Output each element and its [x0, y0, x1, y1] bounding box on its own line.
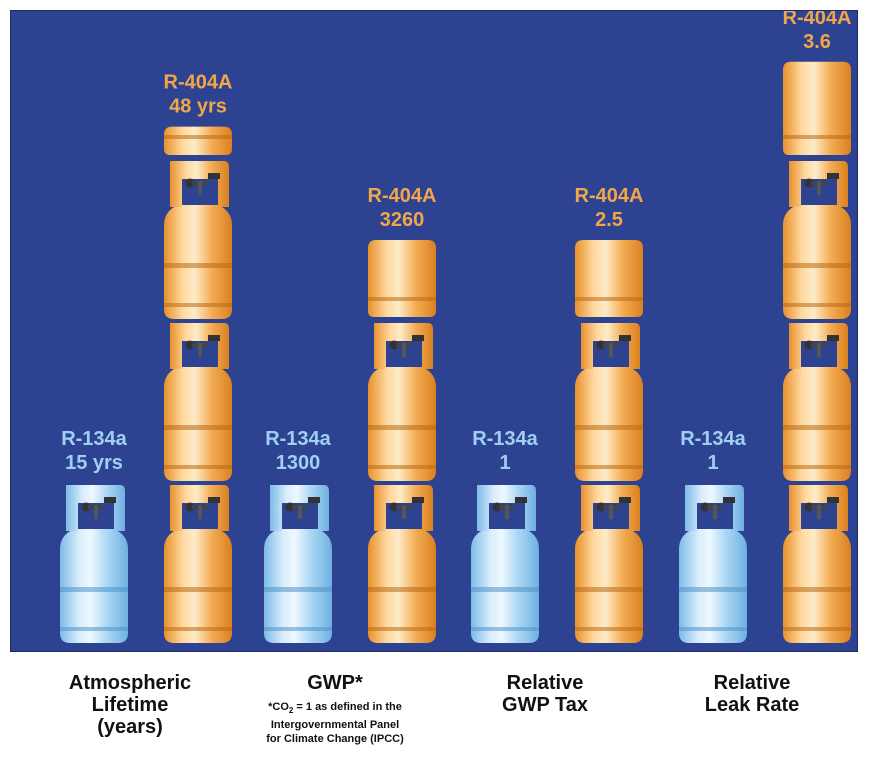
tank-r-404a-2-1 [575, 323, 643, 481]
tank-r-134a-1-0 [264, 485, 332, 643]
tank-r-404a-1-0 [368, 485, 436, 643]
data-value-label: 3.6 [803, 31, 831, 53]
tank-partial-r-404a-1 [368, 240, 436, 317]
tank-r-404a-2-0 [575, 485, 643, 643]
data-value-label: 48 yrs [169, 96, 227, 118]
category-label-lifetime: Atmospheric Lifetime (years) [68, 672, 192, 738]
data-value-label: 1 [707, 452, 718, 474]
series-name-label: R-134a [680, 428, 746, 450]
tank-r-134a-0-0 [60, 485, 128, 643]
category-label-gwp-tax: Relative GWP Tax [502, 672, 588, 716]
category-label-gwp: GWP* [307, 672, 363, 694]
data-value-label: 3260 [380, 209, 425, 231]
tank-r-404a-3-0 [783, 485, 851, 643]
chart-panel: R-134a 15 yrs R-134a 1300 R-134a 1 R-134a 1 R-40… [10, 10, 858, 652]
category-label-leak-rate: Relative Leak Rate [704, 672, 800, 716]
data-value-label: 2.5 [595, 209, 623, 231]
data-value-label: 15 yrs [65, 452, 123, 474]
tank-r-134a-3-0 [679, 485, 747, 643]
series-name-label: R-404A [575, 185, 644, 207]
tank-r-404a-1-1 [368, 323, 436, 481]
series-name-label: R-134a [472, 428, 538, 450]
tank-r-404a-0-1 [164, 323, 232, 481]
tank-partial-r-404a-0 [164, 126, 232, 155]
series-name-label: R-134a [61, 428, 127, 450]
gwp-footnote: *CO2 = 1 as defined in the Intergovernme… [266, 701, 404, 746]
tank-r-134a-2-0 [471, 485, 539, 643]
tank-r-404a-0-0 [164, 485, 232, 643]
tank-r-404a-3-2 [783, 161, 851, 319]
series-name-label: R-134a [265, 428, 331, 450]
series-name-label: R-404A [164, 72, 233, 94]
tank-r-404a-3-1 [783, 323, 851, 481]
tank-partial-r-404a-3 [783, 61, 851, 155]
chart-title [0, 0, 869, 10]
tank-partial-r-404a-2 [575, 240, 643, 317]
series-name-label: R-404A [368, 185, 437, 207]
data-value-label: 1300 [276, 452, 321, 474]
tank-r-404a-0-2 [164, 161, 232, 319]
data-value-label: 1 [499, 452, 510, 474]
series-name-label: R-404A [783, 11, 852, 29]
